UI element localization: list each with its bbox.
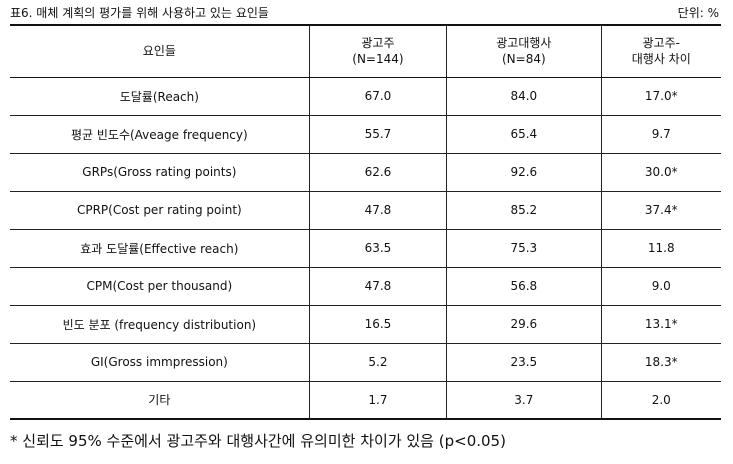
cell-agency: 56.8 [446,266,602,306]
table-row: 빈도 분포 (frequency distribution) 16.5 29.6… [10,304,721,344]
table-row: CPRP(Cost per rating point) 47.8 85.2 37… [10,190,721,230]
cell-factor: 빈도 분포 (frequency distribution) [10,304,310,344]
footnote: * 신뢰도 95% 수준에서 광고주와 대행사간에 유의미한 차이가 있음 (p… [10,432,506,450]
table-row: 효과 도달률(Effective reach) 63.5 75.3 11.8 [10,228,721,268]
cell-advertiser: 55.7 [308,114,448,154]
cell-agency: 92.6 [446,152,602,192]
cell-advertiser: 1.7 [308,380,448,420]
cell-agency: 3.7 [446,380,602,420]
header-factor-label: 요인들 [142,44,176,59]
table-row: 도달률(Reach) 67.0 84.0 17.0* [10,76,721,116]
cell-difference: 11.8 [600,228,721,268]
header-agency: 광고대행사 (N=84) [446,24,602,78]
factors-table: 요인들 광고주 (N=144) 광고대행사 (N=84) 광고주- 대행사 차이… [10,24,721,420]
cell-factor: 도달률(Reach) [10,76,310,116]
cell-difference: 13.1* [600,304,721,344]
header-advertiser: 광고주 (N=144) [308,24,448,78]
cell-advertiser: 47.8 [308,266,448,306]
header-agency-label: 광고대행사 [496,36,552,51]
cell-advertiser: 16.5 [308,304,448,344]
cell-agency: 65.4 [446,114,602,154]
header-difference-line2: 대행사 차이 [631,52,691,67]
table-row: GRPs(Gross rating points) 62.6 92.6 30.0… [10,152,721,192]
table-row: 기타 1.7 3.7 2.0 [10,380,721,420]
header-factor: 요인들 [10,24,310,78]
cell-factor: 평균 빈도수(Aveage frequency) [10,114,310,154]
cell-factor: 기타 [10,380,310,420]
table-row: 평균 빈도수(Aveage frequency) 55.7 65.4 9.7 [10,114,721,154]
table-header-row: 요인들 광고주 (N=144) 광고대행사 (N=84) 광고주- 대행사 차이 [10,24,721,78]
cell-difference: 2.0 [600,380,721,420]
table-row: GI(Gross immpression) 5.2 23.5 18.3* [10,342,721,382]
cell-factor: CPM(Cost per thousand) [10,266,310,306]
cell-advertiser: 5.2 [308,342,448,382]
cell-difference: 18.3* [600,342,721,382]
table-row: CPM(Cost per thousand) 47.8 56.8 9.0 [10,266,721,306]
cell-advertiser: 63.5 [308,228,448,268]
cell-difference: 37.4* [600,190,721,230]
cell-difference: 30.0* [600,152,721,192]
cell-agency: 85.2 [446,190,602,230]
header-agency-n: (N=84) [502,52,546,67]
cell-factor: CPRP(Cost per rating point) [10,190,310,230]
cell-difference: 9.0 [600,266,721,306]
header-difference: 광고주- 대행사 차이 [600,24,721,78]
cell-advertiser: 47.8 [308,190,448,230]
cell-difference: 9.7 [600,114,721,154]
header-difference-line1: 광고주- [642,36,680,51]
cell-factor: 효과 도달률(Effective reach) [10,228,310,268]
unit-label: 단위: % [677,6,719,20]
cell-factor: GI(Gross immpression) [10,342,310,382]
cell-difference: 17.0* [600,76,721,116]
header-advertiser-label: 광고주 [361,36,395,51]
table-caption: 표6. 매체 계획의 평가를 위해 사용하고 있는 요인들 [10,6,269,20]
cell-agency: 29.6 [446,304,602,344]
cell-agency: 84.0 [446,76,602,116]
cell-factor: GRPs(Gross rating points) [10,152,310,192]
cell-advertiser: 62.6 [308,152,448,192]
cell-advertiser: 67.0 [308,76,448,116]
header-advertiser-n: (N=144) [352,52,404,67]
cell-agency: 23.5 [446,342,602,382]
cell-agency: 75.3 [446,228,602,268]
